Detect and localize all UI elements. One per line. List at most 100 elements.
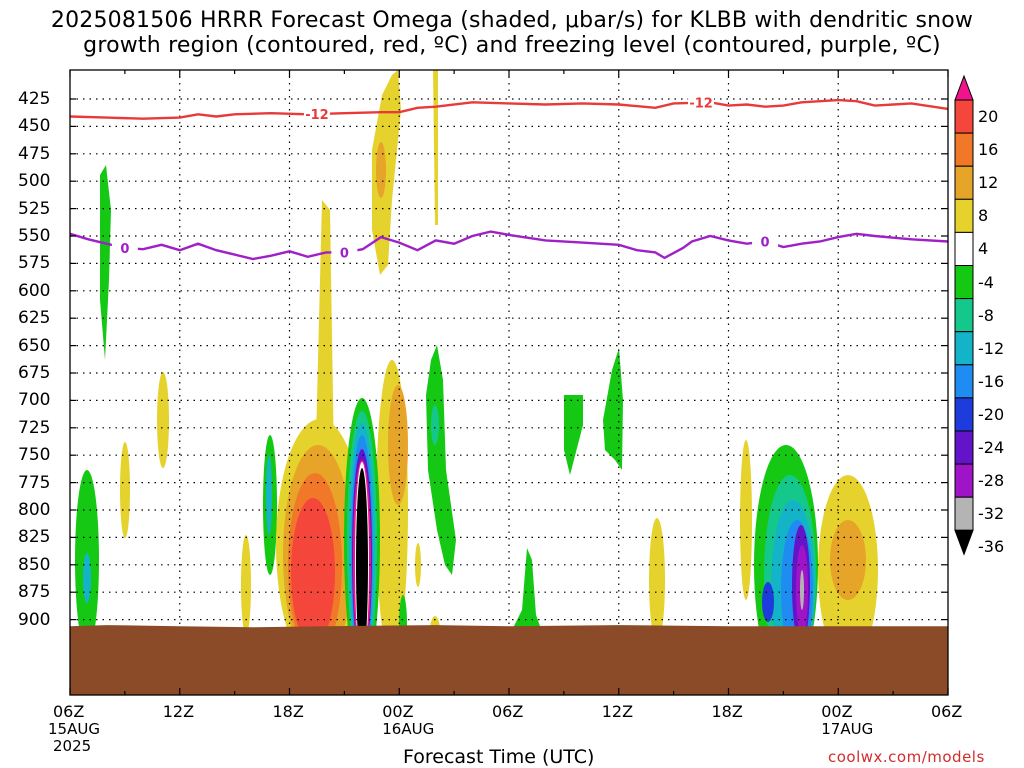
colorbar-tick-label: -32 [978, 504, 1005, 524]
y-tick-label: 675 [18, 363, 51, 383]
x-tick-label: 18Z [711, 702, 743, 721]
x-tick-label: 06Z [53, 702, 85, 721]
y-tick-label: 750 [18, 445, 51, 466]
omega-cell [740, 440, 752, 600]
grid-lines [70, 70, 948, 695]
contour-label-bg [688, 94, 715, 111]
colorbar-segment [954, 298, 974, 333]
colorbar-segment [954, 364, 974, 399]
y-tick-label: 850 [18, 554, 51, 575]
omega-cell [649, 518, 665, 642]
x-tick-label: 00Z [821, 702, 853, 721]
x-tick-date-label: 17AUG [821, 720, 874, 738]
colorbar-tick-label: 16 [978, 140, 999, 160]
omega-cell [83, 553, 91, 603]
y-tick-label: 725 [18, 417, 51, 438]
y-tick-label: 800 [18, 500, 51, 520]
y-tick-label: 775 [18, 472, 51, 493]
colorbar-tick-label: -16 [978, 371, 1005, 391]
contour-label-bg [303, 106, 330, 123]
colorbar [954, 74, 974, 556]
colorbar-segment [954, 430, 974, 465]
omega-cell [431, 405, 439, 445]
omega-cell [356, 468, 368, 660]
colorbar-segment [954, 165, 974, 200]
y-tick-label: 425 [18, 89, 51, 109]
y-tick-label: 450 [18, 116, 51, 137]
y-tick-label: 500 [18, 171, 51, 192]
omega-shading [75, 70, 878, 685]
colorbar-segment [954, 231, 974, 266]
y-tick-label: 825 [18, 527, 51, 548]
colorbar-tick-label: 4 [978, 239, 989, 259]
y-tick-label: 625 [18, 308, 51, 329]
y-tick-label: 475 [18, 143, 51, 164]
colorbar-tick-label: 12 [978, 173, 999, 193]
colorbar-segment [954, 198, 974, 233]
colorbar-segment [954, 99, 974, 134]
x-tick-label: 06Z [931, 702, 963, 721]
colorbar-tick-label: 20 [978, 107, 999, 126]
omega-cell [388, 385, 408, 505]
x-tick-label: 12Z [162, 702, 195, 721]
colorbar-segment [954, 397, 974, 432]
colorbar-segment [954, 331, 974, 366]
credit-link[interactable]: coolwx.com/models [828, 748, 985, 766]
x-tick-label: 06Z [492, 702, 524, 721]
chart-title-line-1: 2025081506 HRRR Forecast Omega (shaded, … [50, 8, 974, 33]
y-tick-label: 650 [18, 335, 51, 356]
x-tick-label: 18Z [272, 702, 304, 721]
omega-cell [120, 442, 130, 538]
y-tick-label: 875 [18, 582, 51, 603]
colorbar-tick-label: -24 [978, 438, 1005, 457]
omega-cell [372, 70, 401, 275]
omega-cell [433, 70, 438, 225]
contour-line [69, 98, 949, 120]
colorbar-tick-label: -28 [978, 471, 1005, 491]
omega-cell [100, 165, 111, 360]
colorbar-tick-label: -8 [978, 305, 994, 325]
colorbar-bottom-arrow [954, 529, 974, 556]
x-axis-label: Forecast Time (UTC) [403, 746, 595, 768]
chart-title-line-2: growth region (contoured, red, ºC) and f… [83, 33, 941, 58]
terrain-fill [70, 625, 948, 695]
y-tick-label: 525 [18, 198, 51, 219]
colorbar-top-arrow [954, 74, 974, 101]
colorbar-segment [954, 496, 974, 531]
omega-cell [157, 372, 169, 468]
contour-label-bg [111, 240, 138, 257]
omega-cell [415, 543, 421, 587]
colorbar-tick-label: -4 [978, 272, 994, 292]
contour-label: -12 [689, 97, 713, 112]
contour-label-bg [752, 233, 779, 250]
x-tick-date-label: 15AUG [48, 720, 100, 738]
x-tick-year-label: 2025 [53, 737, 92, 755]
omega-cell [241, 535, 251, 635]
colorbar-segment [954, 463, 974, 498]
y-tick-label: 700 [18, 390, 51, 411]
colorbar-tick-label: -12 [978, 338, 1005, 358]
contour-line [69, 230, 949, 261]
colorbar-tick-label: -20 [978, 404, 1005, 424]
x-tick-label: 00Z [382, 702, 414, 721]
omega-cell [376, 142, 386, 198]
contour-label: -12 [305, 108, 329, 123]
x-tick-label: 12Z [601, 702, 634, 721]
contour-label: 0 [120, 242, 129, 257]
omega-cell [830, 520, 866, 600]
contour-lines: -12 -12 0 0 0 [69, 94, 949, 695]
contour-label-bg [331, 244, 358, 261]
colorbar-segment [954, 265, 974, 300]
omega-cell [762, 582, 774, 622]
y-tick-label: 575 [18, 253, 51, 274]
omega-cell [266, 455, 272, 535]
y-tick-label: 900 [18, 609, 51, 630]
axis-ticks [69, 70, 949, 695]
contour-label: 0 [340, 246, 349, 261]
colorbar-tick-label: 8 [978, 206, 989, 226]
contour-label: 0 [761, 235, 770, 250]
omega-cell [603, 348, 623, 470]
y-tick-label: 550 [18, 226, 51, 246]
omega-cell [291, 498, 335, 646]
